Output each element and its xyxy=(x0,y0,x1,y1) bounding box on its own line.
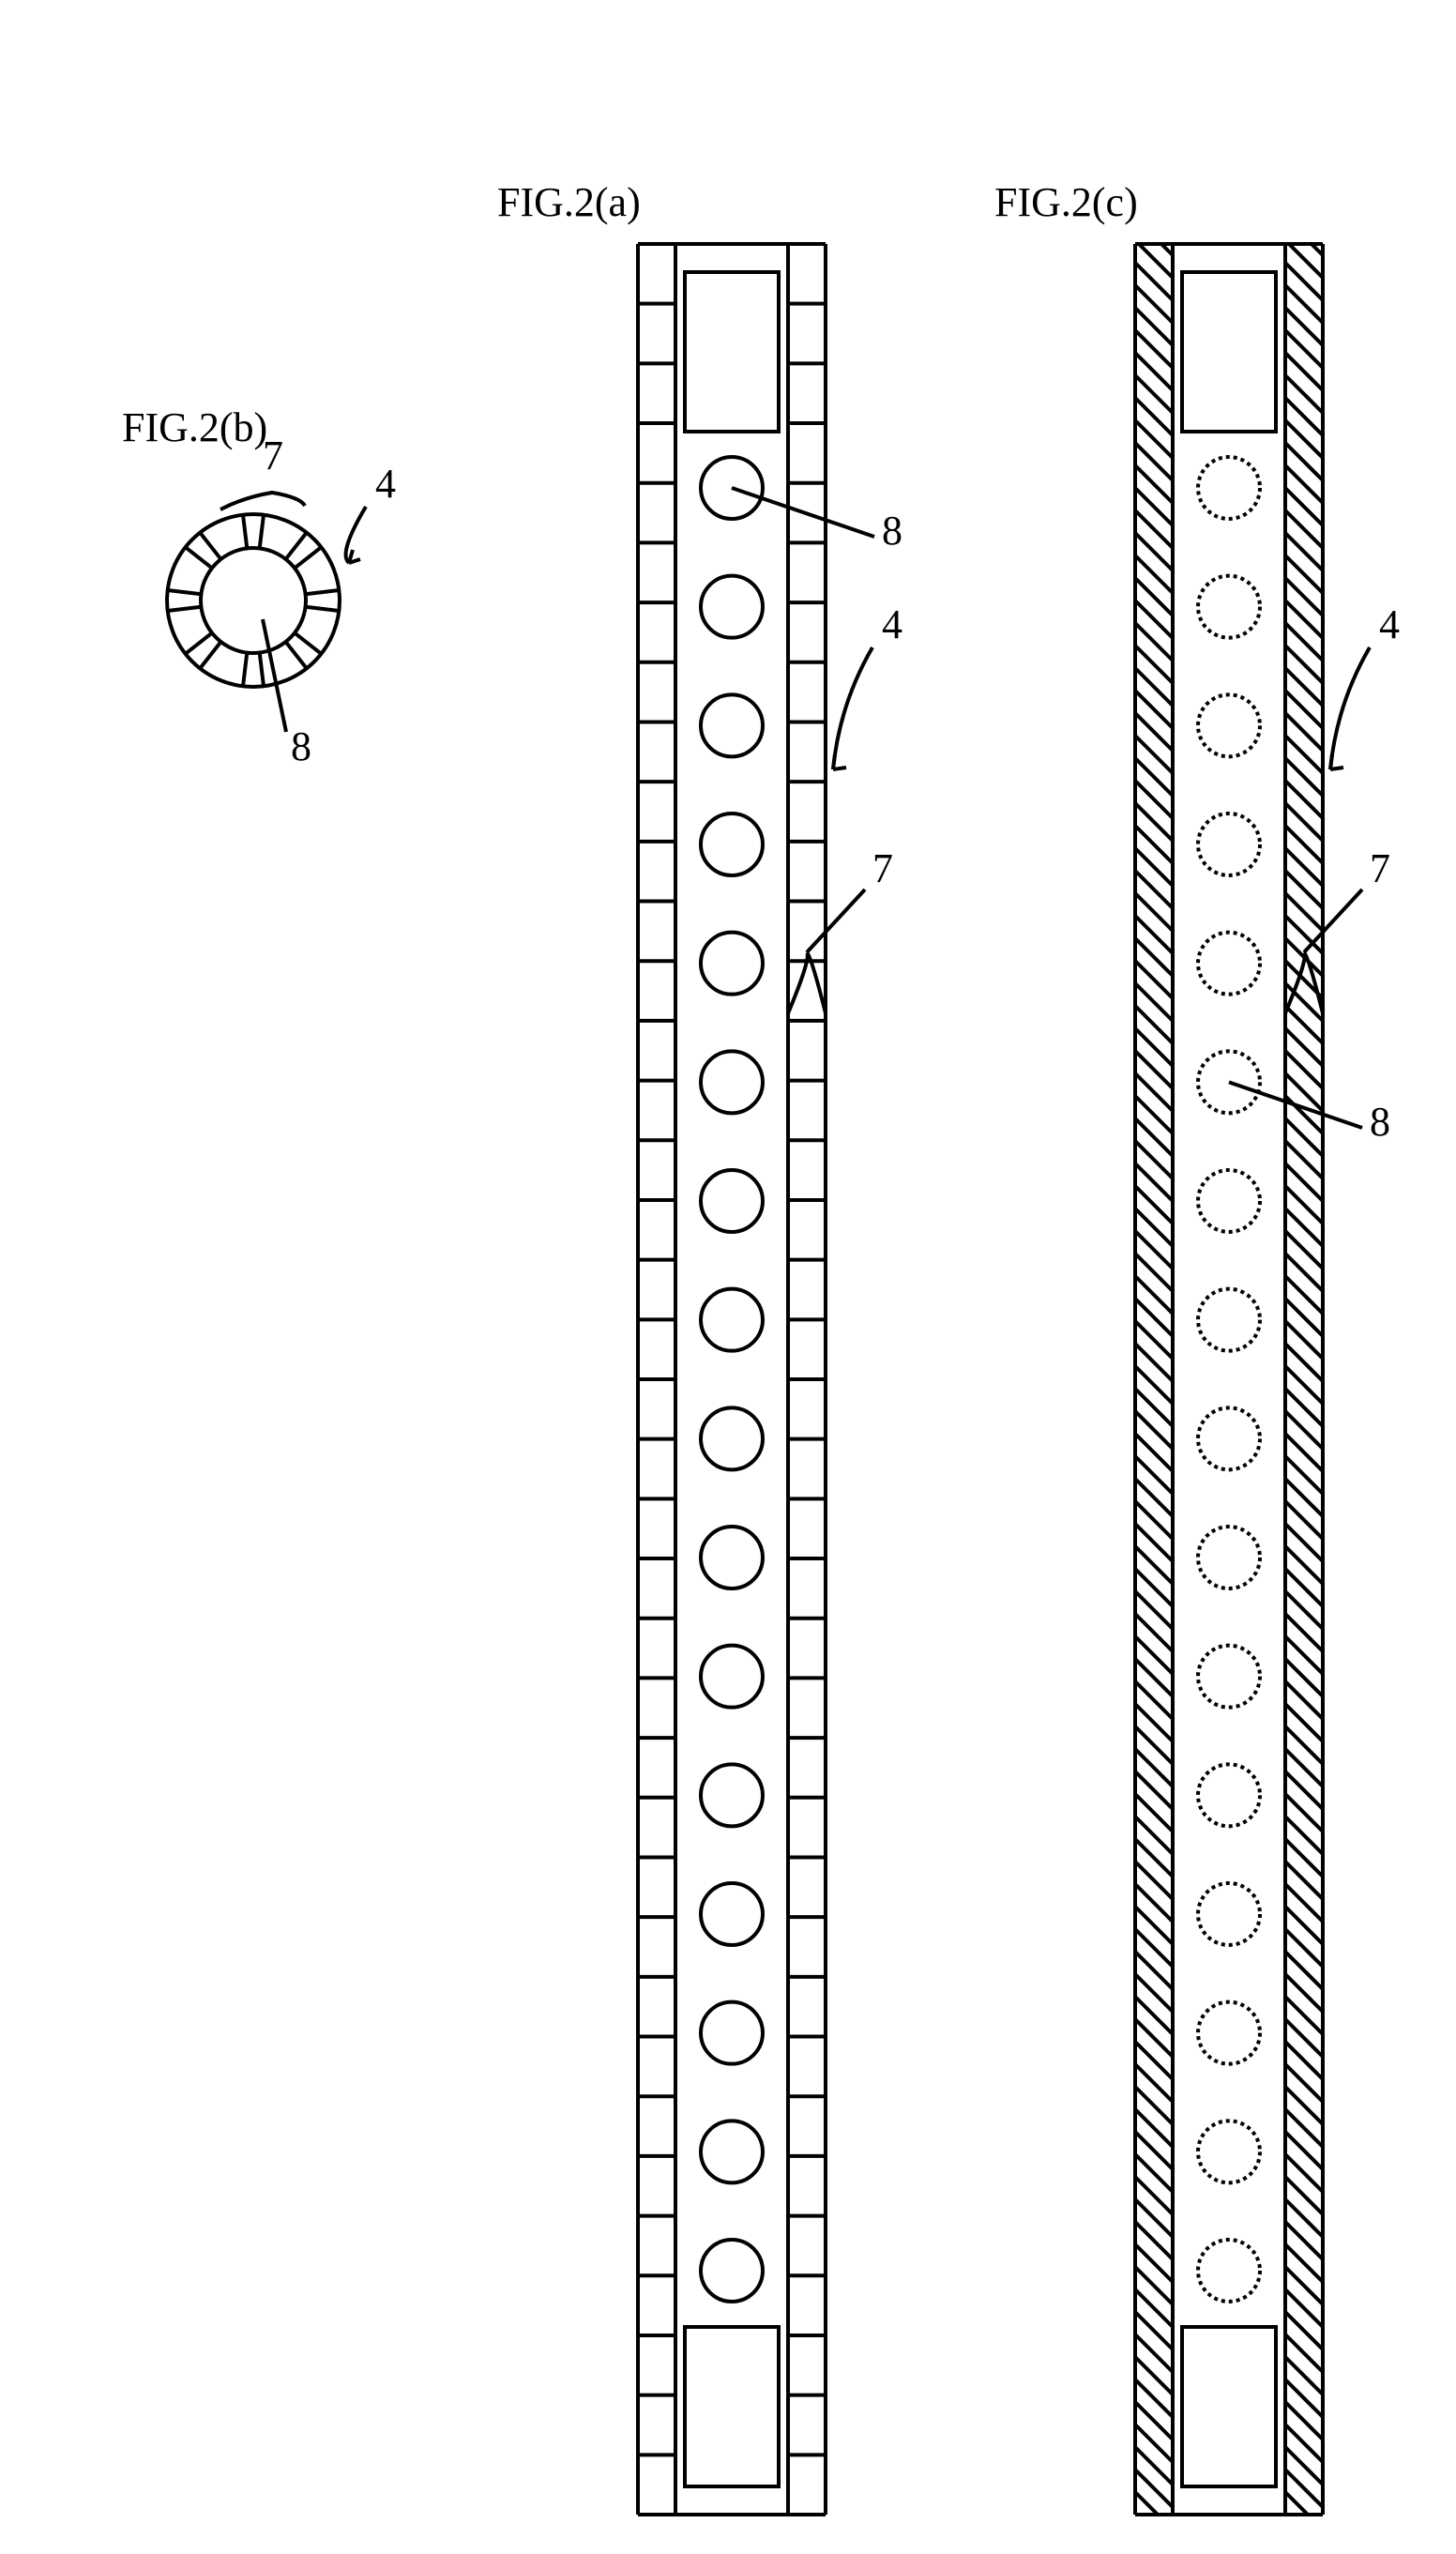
svg-text:4: 4 xyxy=(375,461,396,507)
svg-text:4: 4 xyxy=(1379,601,1400,647)
svg-text:8: 8 xyxy=(291,723,311,769)
svg-text:8: 8 xyxy=(882,508,902,554)
svg-text:8: 8 xyxy=(1370,1099,1390,1145)
svg-text:7: 7 xyxy=(1370,845,1390,891)
svg-text:7: 7 xyxy=(872,845,893,891)
svg-text:7: 7 xyxy=(263,433,283,479)
svg-text:4: 4 xyxy=(882,601,902,647)
diagram-canvas: 7 4 8 4 7 8 4 7 8 xyxy=(0,0,1456,2554)
